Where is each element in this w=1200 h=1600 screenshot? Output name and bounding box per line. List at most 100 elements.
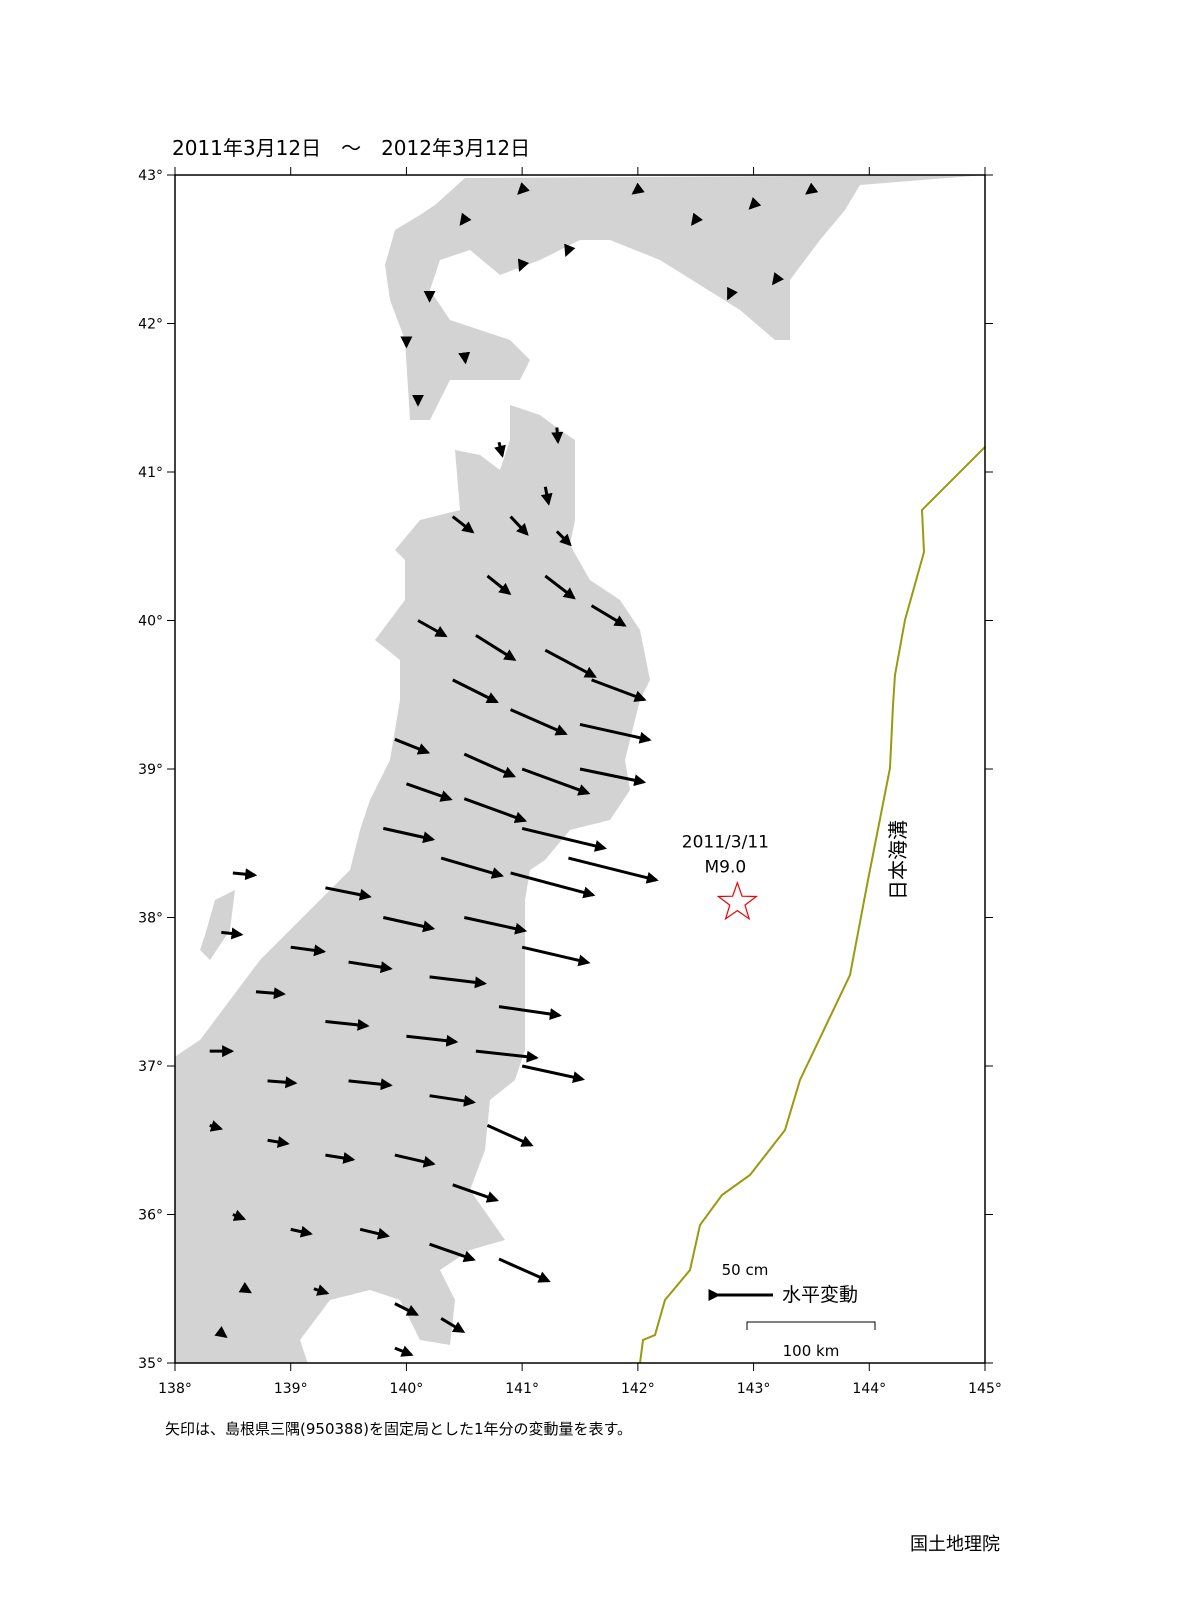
x-tick-label: 142°: [621, 1381, 655, 1397]
displacement-arrow: [417, 619, 448, 638]
x-tick-label: 139°: [274, 1381, 308, 1397]
displacement-arrow: [521, 945, 591, 967]
honshu: [175, 405, 650, 1363]
x-tick-label: 143°: [737, 1381, 771, 1397]
displacement-arrow: [564, 243, 576, 257]
displacement-arrow: [748, 196, 762, 210]
displacement-arrow: [494, 441, 506, 458]
x-tick-label: 145°: [968, 1381, 1002, 1397]
displacement-arrow: [551, 427, 564, 445]
title: 2011年3月12日 ～ 2012年3月12日: [172, 136, 530, 160]
displacement-arrow: [458, 351, 471, 365]
displacement-arrow: [579, 767, 647, 787]
sado: [200, 890, 235, 960]
displacement-arrow: [463, 916, 528, 935]
displacement-arrow: [394, 1345, 414, 1357]
displacement-arrow: [429, 975, 487, 989]
displacement-arrow: [440, 856, 504, 879]
displacement-arrow: [221, 927, 244, 940]
displacement-arrow: [209, 1120, 224, 1132]
credit: 国土地理院: [910, 1534, 1000, 1555]
y-tick-label: 38°: [138, 911, 163, 927]
epicenter-star: [716, 880, 759, 921]
y-tick-label: 35°: [138, 1356, 163, 1372]
displacement-arrow: [568, 856, 659, 884]
displacement-arrow: [348, 960, 393, 974]
epicenter-date: 2011/3/11: [682, 833, 769, 853]
displacement-arrow: [429, 1094, 476, 1107]
displacement-arrow: [382, 826, 436, 844]
scale-bar: [746, 1321, 876, 1330]
scale-label: 100 km: [783, 1342, 840, 1360]
displacement-arrow: [521, 767, 591, 796]
displacement-arrow: [405, 782, 453, 802]
displacement-arrow: [325, 1152, 356, 1164]
ticks: 138° 139° 140° 141° 142° 143° 144° 145° 35° 36° 37…: [138, 167, 1002, 1397]
epicenter-magnitude: M9.0: [705, 858, 747, 878]
displacement-arrow: [214, 1326, 228, 1339]
land: [175, 175, 985, 1363]
displacement-arrow: [232, 868, 258, 881]
displacement-arrow: [486, 574, 512, 596]
displacement-arrow: [498, 1005, 562, 1020]
y-tick-label: 37°: [138, 1059, 163, 1075]
x-tick-label: 138°: [158, 1381, 192, 1397]
displacement-arrow: [690, 212, 703, 226]
displacement-arrow: [290, 1225, 313, 1238]
displacement-arrow: [394, 1153, 436, 1168]
displacement-arrow: [521, 826, 607, 852]
displacement-arrow: [429, 1242, 476, 1263]
displacement-arrow: [267, 1076, 298, 1089]
displacement-arrow: [726, 286, 738, 301]
displacement-arrow: [325, 886, 372, 901]
epicenter: 2011/3/11 M9.0: [682, 833, 769, 921]
displacement-arrow: [406, 1034, 459, 1047]
displacement-arrow: [517, 258, 530, 272]
legend-length-label: 50 cm: [722, 1261, 769, 1279]
displacement-arrow: [579, 722, 652, 744]
displacement-arrow: [463, 752, 516, 778]
hokkaido: [385, 175, 985, 420]
x-tick-label: 140°: [390, 1381, 424, 1397]
y-tick-label: 43°: [138, 168, 163, 184]
y-tick-label: 40°: [138, 614, 163, 630]
displacement-arrow: [255, 987, 286, 1000]
displacement-arrow: [452, 1183, 499, 1203]
displacement-arrow: [509, 515, 529, 536]
displacement-arrow: [475, 634, 517, 661]
x-tick-label: 144°: [852, 1381, 886, 1397]
displacement-arrow: [440, 1317, 466, 1333]
displacement-arrow: [394, 737, 431, 755]
arrows: [209, 182, 819, 1357]
displacement-arrow: [267, 1136, 290, 1148]
trench-label: 日本海溝: [886, 820, 910, 900]
displacement-arrow: [555, 530, 572, 547]
displacement-arrow: [486, 1124, 534, 1147]
displacement-arrow: [498, 1257, 551, 1283]
y-tick-label: 42°: [138, 317, 163, 333]
displacement-arrow: [359, 1227, 390, 1240]
displacement-arrow: [590, 604, 627, 627]
displacement-arrow: [631, 182, 645, 195]
displacement-arrow: [521, 1064, 585, 1084]
displacement-arrow: [509, 708, 568, 736]
caption: 矢印は、島根県三隅(950388)を固定局とした1年分の変動量を表す。: [165, 1420, 632, 1438]
y-tick-label: 39°: [138, 762, 163, 778]
legend-label: 水平変動: [782, 1284, 858, 1306]
displacement-arrow: [510, 871, 596, 899]
displacement-arrow: [348, 1078, 393, 1091]
displacement-arrow: [382, 916, 436, 933]
displacement-arrow: [313, 1284, 330, 1296]
displacement-arrow: [805, 182, 819, 195]
y-tick-label: 41°: [138, 465, 163, 481]
trench-line: [639, 446, 985, 1363]
displacement-arrow: [517, 182, 530, 195]
displacement-arrow: [475, 1049, 539, 1063]
displacement-arrow: [238, 1281, 252, 1294]
displacement-arrow: [452, 678, 499, 704]
displacement-arrow: [232, 1209, 247, 1221]
displacement-arrow: [325, 1018, 370, 1031]
displacement-arrow: [771, 272, 784, 286]
displacement-arrow: [544, 648, 597, 678]
